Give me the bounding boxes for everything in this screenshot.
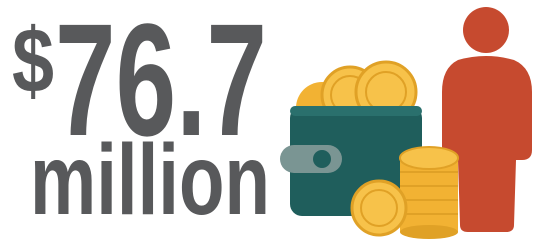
currency-symbol: $	[12, 10, 54, 112]
page: $ 76.7 million (() => { const data = JSO…	[0, 0, 534, 241]
single-coin	[352, 181, 406, 235]
unit: million	[30, 124, 270, 236]
infographic: $ 76.7 million	[0, 0, 534, 241]
coin-stack	[400, 147, 458, 239]
